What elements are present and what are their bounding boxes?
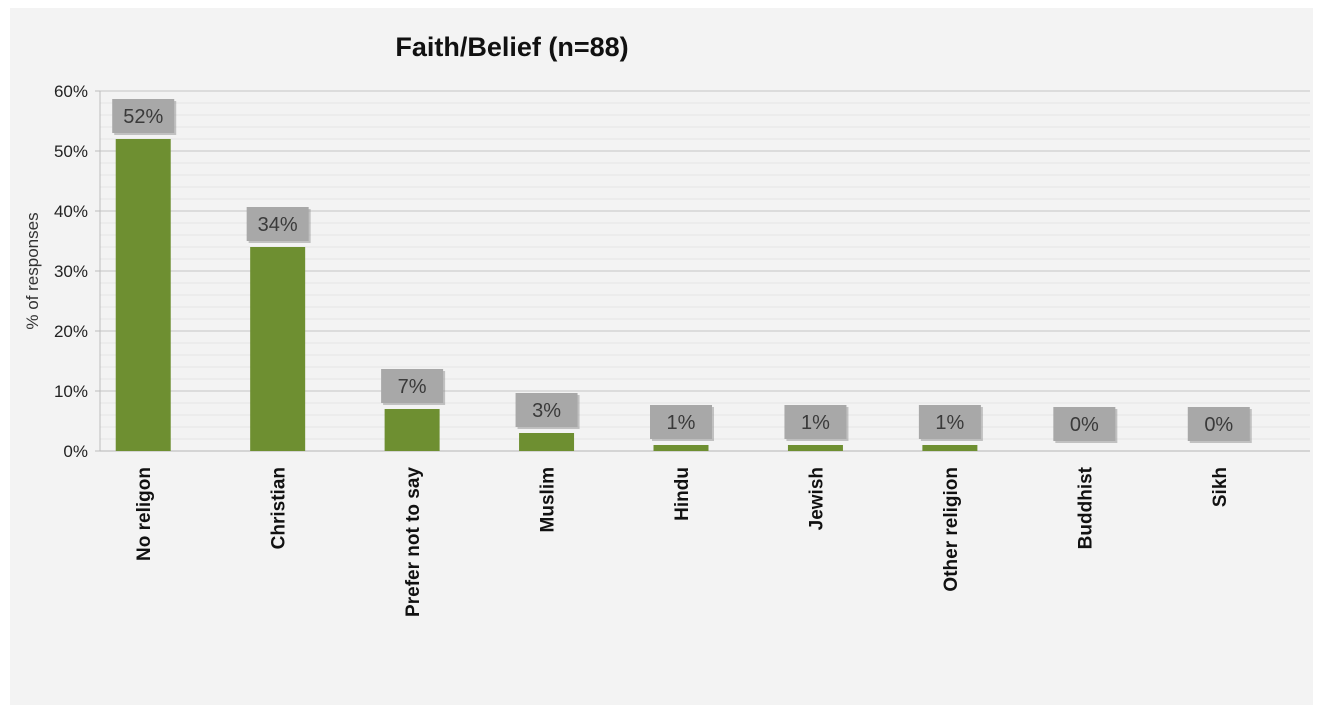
data-label-box bbox=[784, 405, 847, 439]
data-label-box bbox=[650, 405, 712, 439]
bar bbox=[653, 445, 709, 451]
category-label: Hindu bbox=[672, 467, 693, 521]
bar bbox=[250, 247, 306, 451]
category-label: Other religion bbox=[941, 467, 962, 592]
chart-panel bbox=[10, 8, 1313, 705]
category-label: Muslim bbox=[538, 467, 559, 532]
data-label: 1% bbox=[935, 412, 964, 434]
category-label: Christian bbox=[269, 467, 290, 549]
bar bbox=[519, 433, 575, 451]
data-label: 3% bbox=[532, 400, 561, 422]
data-label-box bbox=[1053, 407, 1116, 441]
data-label: 0% bbox=[1070, 414, 1099, 436]
y-tick-label: 0% bbox=[63, 442, 88, 461]
data-label-box bbox=[1187, 407, 1250, 441]
y-axis-title: % of responses bbox=[23, 212, 42, 329]
y-tick-label: 60% bbox=[54, 82, 88, 101]
y-tick-label: 10% bbox=[54, 382, 88, 401]
data-label: 1% bbox=[667, 412, 696, 434]
category-label: No religon bbox=[134, 467, 155, 561]
bar bbox=[384, 409, 440, 451]
y-tick-label: 50% bbox=[54, 142, 88, 161]
data-label: 34% bbox=[258, 214, 298, 236]
category-label: Prefer not to say bbox=[403, 467, 424, 617]
data-label: 1% bbox=[801, 412, 830, 434]
data-label-box bbox=[381, 369, 444, 403]
data-label-box bbox=[515, 393, 578, 427]
bar bbox=[787, 445, 843, 451]
category-label: Jewish bbox=[806, 467, 827, 530]
y-tick-label: 30% bbox=[54, 262, 88, 281]
data-label-box bbox=[246, 207, 309, 241]
chart-title: Faith/Belief (n=88) bbox=[395, 32, 629, 62]
data-label-box bbox=[112, 99, 175, 133]
data-label: 0% bbox=[1204, 414, 1233, 436]
category-label: Sikh bbox=[1210, 467, 1231, 507]
y-tick-label: 40% bbox=[54, 202, 88, 221]
category-label: Buddhist bbox=[1075, 466, 1096, 549]
data-label: 7% bbox=[398, 376, 427, 398]
y-tick-label: 20% bbox=[54, 322, 88, 341]
data-label-box bbox=[918, 405, 981, 439]
data-label: 52% bbox=[123, 106, 163, 128]
bar bbox=[922, 445, 978, 451]
bar bbox=[115, 139, 171, 451]
